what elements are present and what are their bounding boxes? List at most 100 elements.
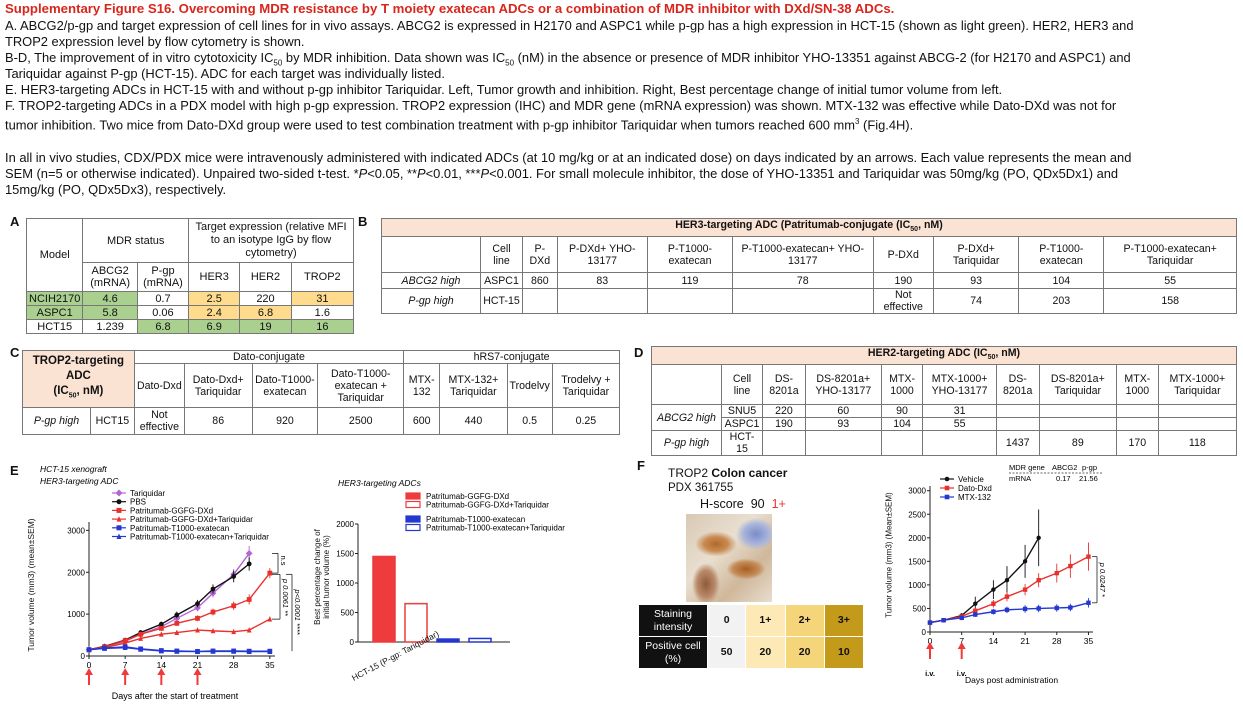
data-point [973,601,978,606]
bar-chart-title: HER3-targeting ADCs [338,478,422,488]
ihc-image [686,514,772,602]
x-tick-label: 0 [928,636,933,646]
legend-label: Patritumab-GGFG-DXd [130,506,213,515]
mdr-row-label: mRNA [1009,474,1031,483]
sig-label: n.s [279,556,288,566]
legend-label: Patritumab-GGFG-DXd [426,492,509,501]
cell: 31 [922,404,997,419]
row-label: ABCG2 high [381,272,481,290]
series-line [929,537,1040,624]
legend-swatch [405,523,421,532]
dosing-arrow-head [121,668,130,675]
grid-cell: 20 [785,637,824,668]
col: P-DXd [522,236,558,274]
cell: 86 [183,407,253,435]
data-point [1086,554,1091,559]
f-title: TROP2 Colon cancer [668,466,787,480]
cell: 16 [290,319,355,334]
cell [762,430,806,457]
data-point [116,507,122,513]
caption-line-7: tumor inhibition. Two mice from Dato-DXd… [5,117,914,133]
cell: HCT15 [90,407,135,435]
cell: 19 [239,319,292,334]
f-hscore: H-score 90 1+ [700,497,786,511]
data-point [1022,587,1028,592]
dosing-arrow-head [193,668,202,675]
y-tick-label: 2000 [908,534,926,543]
caption-line-6: F. TROP2-targeting ADCs in a PDX model w… [5,98,1117,113]
x-axis-label: Days post administration [965,675,1058,685]
col-pgp: P-gp (mRNA) [136,262,190,292]
data-point [1036,577,1041,583]
cell: 0.06 [136,305,190,320]
y-tick-label: 500 [341,609,355,618]
cell: 74 [933,288,1020,315]
cell: 2.4 [188,305,241,320]
y-tick-label: 2500 [908,510,926,519]
cell: 220 [762,404,806,419]
data-point [944,485,950,491]
legend-label: PBS [130,498,146,507]
caption-line-3: B-D, The improvement of in vitro cytotox… [5,50,1131,68]
data-point [116,533,122,539]
data-point [174,629,180,635]
panel-d-label: D [634,345,644,360]
mdr-header: MDR status [82,218,190,263]
data-point [158,631,164,637]
col-abcg2: ABCG2 (mRNA) [82,262,138,292]
cell: Not effective [133,407,185,435]
cell [1038,404,1118,419]
col-trop2: TROP2 [290,262,355,292]
col: Dato-Dxd [133,363,185,408]
series-line [88,552,250,651]
cell: 440 [439,407,508,435]
cell: HCT-15 [479,288,524,315]
grid-row-label: Staining intensity [639,605,707,636]
mdr-header-1: MDR gene [1009,463,1045,472]
y-tick-label: 0 [922,628,927,637]
legend-label: Patritumab-GGFG-DXd+Tariquidar [130,515,253,524]
data-point [1054,570,1059,576]
cell: 6.8 [239,305,292,320]
cell: 2.5 [188,291,241,306]
row-model: ASPC1 [25,305,84,320]
legend-label: Dato-Dxd [958,484,992,493]
cell: 6.8 [136,319,190,334]
series-line [88,563,250,651]
cell: Not effective [872,288,935,315]
cell [1157,417,1238,432]
data-point [1086,600,1091,605]
legend-label: Patritumab-GGFG-DXd+Tariquidar [426,501,549,510]
row-label: ABCG2 high [651,404,722,432]
col: P-T1000-exatecan+ Tariquidar [1103,236,1237,274]
col: P-T1000-exatecan [1018,236,1105,274]
cell: 104 [1018,272,1105,290]
e-ylabel: Tumor volume (mm3) (mean±SEM) [26,518,36,652]
data-point [245,550,253,557]
col-her2: HER2 [239,262,292,292]
col: Cell line [479,236,524,274]
grid-cell: 2+ [785,605,824,636]
cell [646,288,734,315]
col: Dato-T1000-exatecan + Tariquidar [317,363,405,408]
data-point [973,612,978,617]
cell: 190 [872,272,935,290]
panel-d-title: HER2-targeting ADC (IC50, nM) [651,345,1237,366]
mdr-header-2: ABCG2 [1052,463,1077,472]
y-tick-label: 0 [81,652,86,661]
data-point [246,627,252,633]
cell: 1437 [995,430,1040,457]
col: Dato-T1000-exatecan [251,363,319,408]
cell: 93 [933,272,1020,290]
cell: 158 [1103,288,1237,315]
row-label: P-gp high [22,407,91,435]
data-point [1004,607,1010,613]
cell: ASPC1 [720,417,764,432]
mdr-header-3: p-gp [1082,463,1097,472]
data-point [927,620,933,625]
grid-cell: 50 [708,637,746,668]
data-point [991,609,996,614]
panel-e-bar-chart: HER3-targeting ADCs Patritumab-GGFG-DXdP… [336,478,565,647]
data-point [115,489,123,497]
cell: 90 [880,404,924,419]
